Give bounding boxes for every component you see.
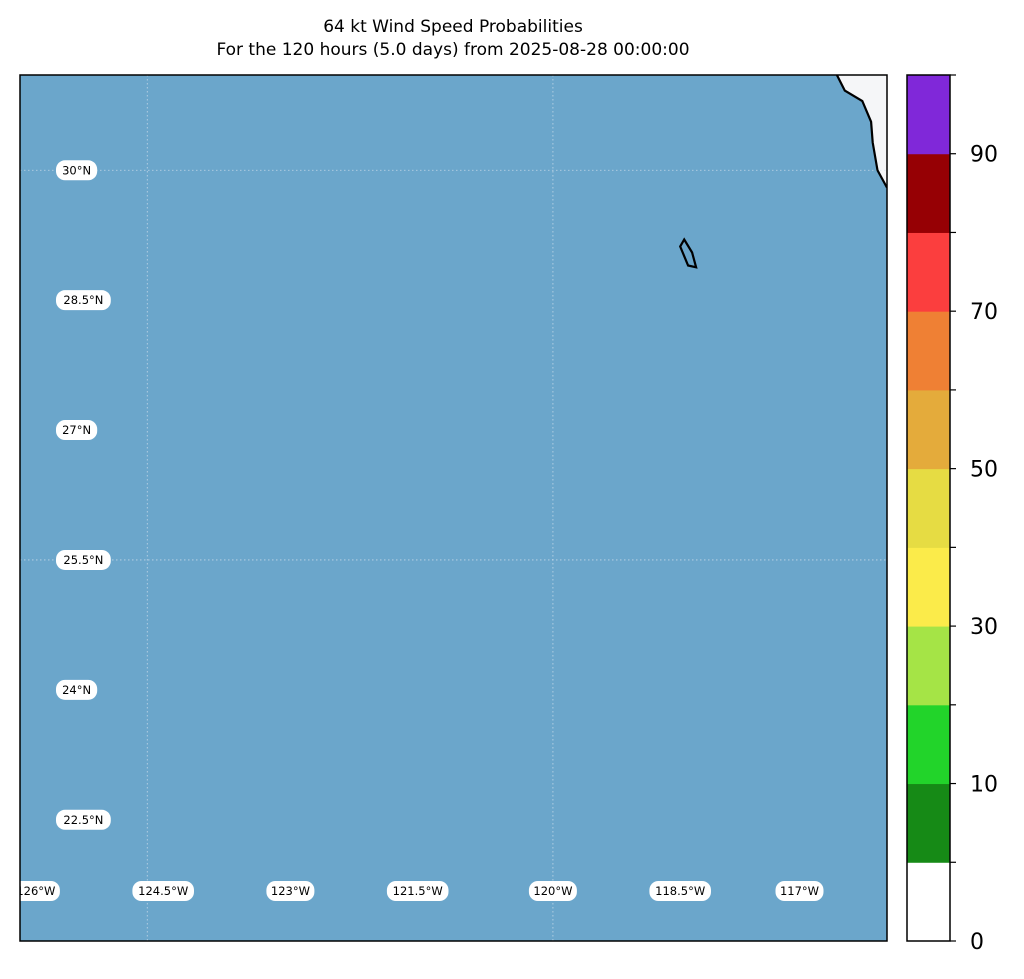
colorbar-tick-label: 10 xyxy=(970,773,998,798)
svg-text:24°N: 24°N xyxy=(62,683,91,697)
latitude-labels: 30°N 28.5°N 27°N 25.5°N 24°N 22.5°N xyxy=(56,160,111,830)
lat-label: 25.5°N xyxy=(56,549,111,570)
colorbar-bin xyxy=(907,311,950,391)
colorbar-tick-label: 0 xyxy=(970,930,984,955)
colorbar-tick-label: 30 xyxy=(970,615,998,640)
svg-text:25.5°N: 25.5°N xyxy=(63,553,103,567)
coastline xyxy=(835,75,887,189)
svg-text:28.5°N: 28.5°N xyxy=(63,293,103,307)
lat-label: 22.5°N xyxy=(56,809,111,830)
svg-text:121.5°W: 121.5°W xyxy=(393,884,443,898)
colorbar-tick-label: 90 xyxy=(970,143,998,168)
svg-text:118.5°W: 118.5°W xyxy=(655,884,705,898)
lon-label: 123°W xyxy=(266,881,315,901)
colorbar-bin xyxy=(907,153,950,233)
colorbar-bin xyxy=(907,783,950,863)
colorbar-bin xyxy=(907,389,950,470)
colorbar-bin xyxy=(907,704,950,785)
island xyxy=(678,237,698,269)
lon-label: 121.5°W xyxy=(386,881,449,901)
lon-label: 126°W xyxy=(16,881,60,901)
svg-text:126°W: 126°W xyxy=(16,884,55,898)
colorbar-bin xyxy=(907,232,950,312)
colorbar-bin xyxy=(907,862,950,942)
lat-label: 28.5°N xyxy=(56,290,111,311)
svg-text:124.5°W: 124.5°W xyxy=(138,884,188,898)
map-subtitle: For the 120 hours (5.0 days) from 2025-0… xyxy=(216,40,690,60)
map-frame xyxy=(19,74,888,942)
map-title: 64 kt Wind Speed Probabilities xyxy=(323,17,583,37)
lat-label: 27°N xyxy=(56,420,98,441)
svg-text:22.5°N: 22.5°N xyxy=(63,813,103,827)
ocean-area xyxy=(20,75,887,941)
land-area xyxy=(836,75,887,188)
longitude-labels: 126°W 124.5°W 123°W 121.5°W 120°W 118.5°W 117°… xyxy=(16,881,824,901)
svg-text:123°W: 123°W xyxy=(271,884,310,898)
colorbar-bin xyxy=(907,626,950,706)
map-area[interactable]: 30°N 28.5°N 27°N 25.5°N 24°N 22.5°N 126°W 124.… xyxy=(12,75,887,941)
lat-label: 30°N xyxy=(56,160,98,181)
svg-text:117°W: 117°W xyxy=(780,884,819,898)
colorbar-ticks: 0 10 30 50 70 90 xyxy=(950,74,998,955)
lat-label: 24°N xyxy=(56,679,98,700)
colorbar-tick-label: 50 xyxy=(970,458,998,483)
colorbar-bin xyxy=(907,468,950,548)
lon-label: 118.5°W xyxy=(649,881,711,901)
svg-text:120°W: 120°W xyxy=(533,884,572,898)
svg-text:30°N: 30°N xyxy=(62,163,91,177)
colorbar xyxy=(907,75,950,942)
colorbar-tick-label: 70 xyxy=(970,300,998,325)
svg-text:27°N: 27°N xyxy=(62,423,91,437)
colorbar-frame xyxy=(906,74,951,942)
gridlines xyxy=(20,75,887,941)
colorbar-bin xyxy=(907,547,950,627)
lon-label: 117°W xyxy=(775,881,824,901)
lon-label: 124.5°W xyxy=(132,881,194,901)
colorbar-bin xyxy=(907,75,950,155)
lon-label: 120°W xyxy=(528,881,577,901)
